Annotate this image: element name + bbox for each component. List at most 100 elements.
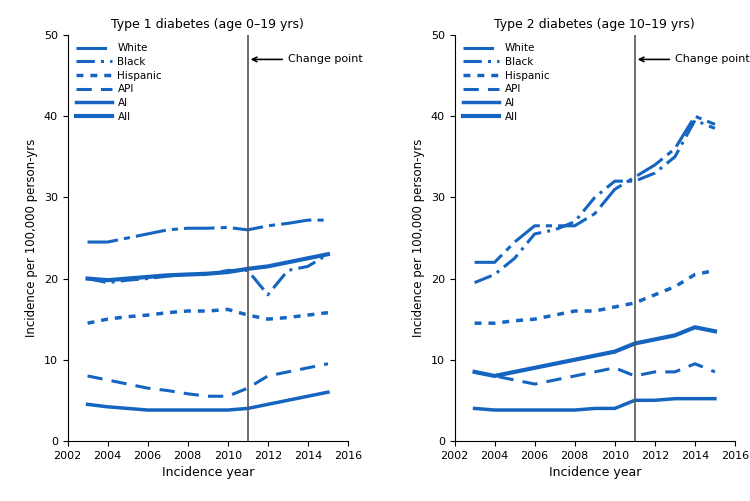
Title: Type 1 diabetes (age 0–19 yrs): Type 1 diabetes (age 0–19 yrs)	[111, 18, 304, 31]
Black	[243, 268, 252, 274]
White	[304, 217, 313, 223]
Hispanic	[670, 284, 680, 290]
API	[243, 385, 252, 391]
All	[284, 260, 292, 266]
Hispanic	[490, 320, 499, 326]
AI	[323, 389, 332, 395]
API	[530, 381, 539, 387]
All	[183, 272, 192, 278]
Hispanic	[650, 292, 659, 298]
Black	[510, 256, 519, 262]
Hispanic	[203, 308, 212, 314]
White	[203, 225, 212, 231]
Black	[224, 268, 232, 274]
Black	[83, 276, 92, 282]
Hispanic	[304, 312, 313, 318]
All	[470, 369, 479, 375]
Black	[103, 280, 112, 286]
Y-axis label: Incidence per 100,000 person-yrs: Incidence per 100,000 person-yrs	[413, 139, 425, 337]
Line: Black: Black	[475, 120, 715, 283]
API	[590, 369, 599, 375]
API	[224, 393, 232, 399]
Hispanic	[530, 316, 539, 322]
Legend: White, Black, Hispanic, API, AI, All: White, Black, Hispanic, API, AI, All	[460, 40, 552, 125]
White	[691, 113, 700, 119]
Black	[284, 268, 292, 274]
All	[570, 357, 579, 363]
All	[323, 251, 332, 257]
API	[470, 369, 479, 375]
Black	[691, 117, 700, 123]
API	[570, 373, 579, 379]
White	[590, 210, 599, 216]
White	[123, 235, 132, 241]
AI	[490, 407, 499, 413]
AI	[470, 405, 479, 411]
All	[83, 276, 92, 282]
AI	[650, 397, 659, 403]
AI	[590, 405, 599, 411]
White	[490, 260, 499, 266]
AI	[284, 397, 292, 403]
Hispanic	[83, 320, 92, 326]
Black	[670, 154, 680, 160]
Hispanic	[590, 308, 599, 314]
Hispanic	[691, 272, 700, 278]
Hispanic	[164, 310, 172, 316]
AI	[691, 396, 700, 402]
Line: API: API	[88, 364, 328, 396]
All	[691, 324, 700, 330]
AI	[203, 407, 212, 413]
AI	[510, 407, 519, 413]
Black	[650, 170, 659, 176]
Hispanic	[570, 308, 579, 314]
API	[143, 385, 152, 391]
All	[304, 256, 313, 262]
White	[610, 186, 620, 192]
Text: Change point: Change point	[253, 55, 362, 65]
Black	[490, 272, 499, 278]
Hispanic	[123, 314, 132, 320]
API	[323, 361, 332, 367]
All	[103, 277, 112, 283]
AI	[570, 407, 579, 413]
Hispanic	[710, 268, 719, 274]
API	[123, 381, 132, 387]
Line: AI: AI	[475, 399, 715, 410]
All	[143, 274, 152, 280]
AI	[263, 401, 272, 407]
All	[164, 273, 172, 279]
API	[510, 377, 519, 383]
AI	[224, 407, 232, 413]
API	[183, 391, 192, 397]
Hispanic	[243, 312, 252, 318]
Black	[710, 125, 719, 131]
Title: Type 2 diabetes (age 10–19 yrs): Type 2 diabetes (age 10–19 yrs)	[494, 18, 695, 31]
Line: Hispanic: Hispanic	[475, 271, 715, 323]
All	[630, 341, 639, 347]
AI	[550, 407, 560, 413]
All	[550, 361, 560, 367]
All	[490, 373, 499, 379]
All	[123, 276, 132, 282]
White	[143, 231, 152, 237]
White	[284, 220, 292, 226]
API	[650, 369, 659, 375]
API	[610, 365, 620, 371]
All	[243, 266, 252, 272]
API	[203, 393, 212, 399]
Line: All: All	[88, 254, 328, 280]
Black	[143, 276, 152, 282]
API	[164, 388, 172, 394]
Black	[550, 227, 560, 233]
All	[203, 271, 212, 277]
Black	[530, 231, 539, 237]
White	[243, 227, 252, 233]
AI	[710, 396, 719, 402]
API	[284, 369, 292, 375]
X-axis label: Incidence year: Incidence year	[161, 466, 254, 479]
API	[83, 373, 92, 379]
White	[164, 227, 172, 233]
Line: API: API	[475, 364, 715, 384]
Black	[123, 277, 132, 283]
